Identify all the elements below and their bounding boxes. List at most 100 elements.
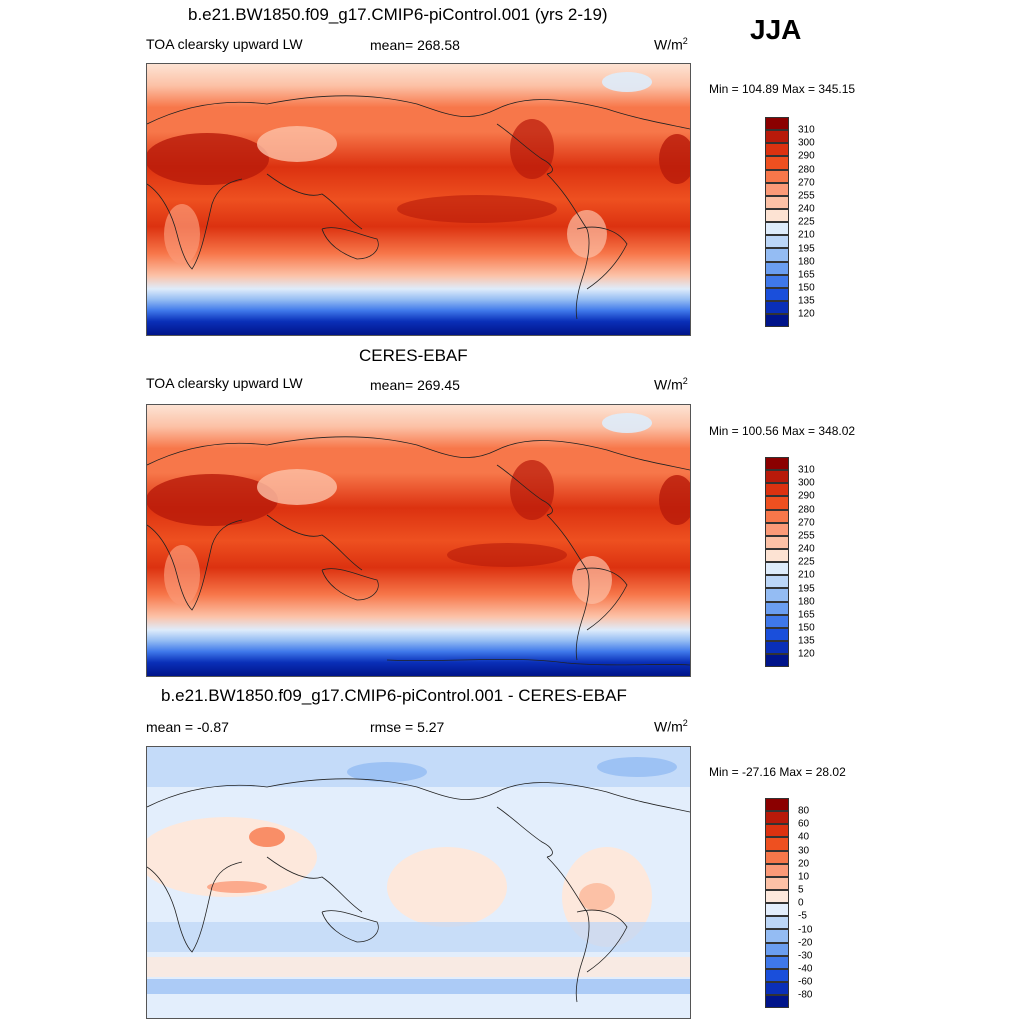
panel-2-field: [147, 405, 690, 676]
panel-1-colorbar-swatch: [765, 248, 789, 262]
panel-1-colorbar-swatch: [765, 287, 789, 301]
panel-1-coastlines: [147, 95, 690, 320]
panel-1-colorbar-swatch: [765, 195, 789, 209]
panel-2-colorbar-swatch: [765, 470, 789, 484]
panel-3-colorbar-swatch: [765, 903, 789, 917]
panel-2-colorbar-swatch: [765, 562, 789, 576]
panel-2-features: [147, 413, 690, 605]
panel-3-colorbar-swatch: [765, 824, 789, 838]
panel-3-colorbar-tick-label: 5: [798, 884, 804, 896]
panel-1-colorbar: [765, 117, 789, 328]
panel-3-colorbar-swatch: [765, 955, 789, 969]
panel-2-colorbar-swatch: [765, 457, 789, 471]
panel-1-colorbar-swatch: [765, 156, 789, 170]
panel-1-features: [147, 72, 690, 264]
panel-1-colorbar-tick-label: 280: [798, 164, 815, 176]
panel-3-colorbar-swatch: [765, 798, 789, 812]
panel-2-minmax-label: Min = 100.56 Max = 348.02: [709, 424, 856, 438]
panel-2-colorbar-swatch: [765, 627, 789, 641]
panel-1-mean-label: mean= 268.58: [370, 37, 460, 53]
panel-1-colorbar-swatch: [765, 130, 789, 144]
panel-2-colorbar-tick-label: 165: [798, 609, 815, 621]
panel-3-colorbar-swatch: [765, 850, 789, 864]
panel-2-colorbar-tick-label: 280: [798, 504, 815, 516]
panel-1-colorbar-swatch: [765, 235, 789, 249]
panel-2-colorbar-tick-label: 120: [798, 648, 815, 660]
panel-3-colorbar-tick-label: -30: [798, 950, 813, 962]
panel-1-colorbar-tick-label: 165: [798, 269, 815, 281]
panel-2-colorbar-tick-label: 255: [798, 530, 815, 542]
panel-1-colorbar-tick-label: 255: [798, 190, 815, 202]
panel-2-mean-label: mean= 269.45: [370, 377, 460, 393]
panel-1-colorbar-swatch: [765, 208, 789, 223]
panel-1-colorbar-swatch: [765, 300, 789, 315]
panel-2-colorbar-tick-label: 290: [798, 490, 815, 502]
panel-1-units-label: W/m2: [654, 36, 688, 53]
panel-1-colorbar-tick-label: 135: [798, 295, 815, 307]
panel-2-coastlines: [147, 436, 690, 666]
panel-3-colorbar-tick-label: -5: [798, 910, 807, 922]
panel-3-colorbar-swatch: [765, 863, 789, 877]
panel-3-colorbar-tick-label: -40: [798, 963, 813, 975]
panel-3-colorbar-tick-label: 30: [798, 845, 810, 857]
panel-3-colorbar-swatch: [765, 889, 789, 904]
panel-2-colorbar-tick-label: 240: [798, 543, 815, 555]
panel-3-colorbar: [765, 798, 789, 1009]
panel-3-features: [147, 747, 690, 994]
panel-2-variable-label: TOA clearsky upward LW: [146, 375, 303, 391]
panel-1-colorbar-tick-label: 310: [798, 124, 815, 136]
panel-3-colorbar-swatch: [765, 916, 789, 930]
panel-2-colorbar-swatch: [765, 522, 789, 536]
panel-2-colorbar-tick-label: 270: [798, 517, 815, 529]
panel-2-colorbar-tick-label: 135: [798, 635, 815, 647]
panel-2-colorbar: [765, 457, 789, 668]
panel-3-colorbar-tick-label: 40: [798, 831, 810, 843]
panel-2-colorbar-tick-label: 310: [798, 464, 815, 476]
panel-3-colorbar-swatch: [765, 942, 789, 956]
panel-2-colorbar-swatch: [765, 548, 789, 563]
panel-1-colorbar-tick-label: 120: [798, 308, 815, 320]
panel-2-colorbar-swatch: [765, 588, 789, 602]
panel-2-colorbar-tick-label: 210: [798, 569, 815, 581]
panel-1-colorbar-swatch: [765, 314, 789, 328]
panel-3-colorbar-tick-label: -80: [798, 989, 813, 1001]
panel-3-map: [146, 746, 691, 1019]
panel-1-colorbar-tick-label: 180: [798, 256, 815, 268]
panel-3-colorbar-swatch: [765, 837, 789, 851]
panel-2-colorbar-swatch: [765, 614, 789, 628]
panel-3-title: b.e21.BW1850.f09_g17.CMIP6-piControl.001…: [161, 686, 627, 705]
panel-3-units-label: W/m2: [654, 718, 688, 735]
panel-2-map: [146, 404, 691, 677]
panel-1-colorbar-tick-label: 225: [798, 216, 815, 228]
panel-3-colorbar-tick-label: -60: [798, 976, 813, 988]
panel-1-colorbar-swatch: [765, 222, 789, 236]
panel-3-colorbar-swatch: [765, 811, 789, 825]
panel-3-coastlines: [147, 778, 690, 1003]
panel-2-colorbar-swatch: [765, 654, 789, 668]
panel-2-title: CERES-EBAF: [359, 346, 468, 365]
panel-2-colorbar-swatch: [765, 575, 789, 589]
panel-2-colorbar-tick-label: 195: [798, 583, 815, 594]
panel-2-colorbar-swatch: [765, 483, 789, 497]
panel-2-units-label: W/m2: [654, 376, 688, 393]
panel-3-rmse-label: rmse = 5.27: [370, 719, 445, 735]
panel-1-colorbar-swatch: [765, 117, 789, 131]
panel-3-minmax-label: Min = -27.16 Max = 28.02: [709, 765, 846, 779]
panel-2-colorbar-swatch: [765, 535, 789, 549]
panel-1-title: b.e21.BW1850.f09_g17.CMIP6-piControl.001…: [188, 5, 608, 24]
panel-1-colorbar-swatch: [765, 169, 789, 183]
panel-2-colorbar-swatch: [765, 601, 789, 615]
panel-1-colorbar-tick-label: 150: [798, 282, 815, 294]
panel-1-colorbar-swatch: [765, 182, 789, 196]
panel-3-colorbar-swatch: [765, 968, 789, 982]
panel-3-colorbar-tick-label: 20: [798, 858, 810, 870]
panel-3-colorbar-tick-label: 80: [798, 805, 810, 817]
panel-2-colorbar-tick-label: 300: [798, 477, 815, 489]
panel-1-colorbar-tick-label: 300: [798, 137, 815, 149]
panel-1-map: [146, 63, 691, 336]
panel-1-colorbar-swatch: [765, 274, 789, 288]
panel-3-colorbar-swatch: [765, 981, 789, 996]
panel-2-colorbar-tick-label: 180: [798, 596, 815, 608]
panel-2-colorbar-swatch: [765, 496, 789, 510]
panel-3-colorbar-tick-label: -20: [798, 937, 813, 949]
